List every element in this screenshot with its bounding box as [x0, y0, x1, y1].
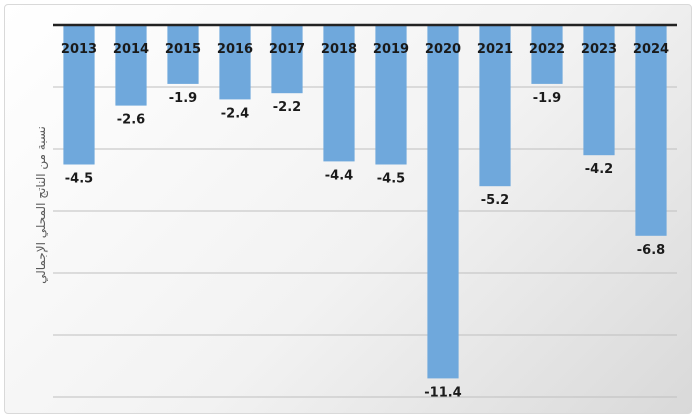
- chart-frame: 2013 -4.5 2014 -2.6 2015 -1.9 2016 -2.4 2017 -2.2…: [4, 4, 692, 414]
- data-label: -4.5: [65, 172, 93, 187]
- x-tick-label: 2017: [269, 42, 305, 57]
- x-tick-label: 2024: [633, 42, 669, 57]
- bar-2015: [167, 25, 199, 84]
- x-tick-label: 2014: [113, 42, 149, 57]
- x-tick-label: 2016: [217, 42, 253, 57]
- bar-2013: [63, 25, 95, 165]
- bar-2017: [271, 25, 303, 94]
- data-label: -2.4: [221, 106, 249, 121]
- x-tick-label: 2022: [529, 42, 565, 57]
- data-label: -1.9: [533, 91, 561, 106]
- bar-2024: [635, 25, 667, 236]
- bar-chart: 2013 -4.5 2014 -2.6 2015 -1.9 2016 -2.4 2017 -2.2…: [53, 23, 677, 400]
- data-label: -5.2: [481, 193, 509, 208]
- x-tick-label: 2021: [477, 42, 513, 57]
- y-axis-label: نسبة من الناتج المحلي الإجمالي: [34, 126, 48, 284]
- data-label: -2.2: [273, 100, 301, 115]
- bar-2018: [323, 25, 355, 162]
- data-label: -4.2: [585, 162, 613, 177]
- bar-2019: [375, 25, 407, 165]
- x-tick-label: 2023: [581, 42, 617, 57]
- data-label: -6.8: [637, 243, 665, 258]
- x-tick-label: 2019: [373, 42, 409, 57]
- bar-2022: [531, 25, 563, 84]
- data-label: -4.5: [377, 172, 405, 187]
- bar-2020: [427, 25, 459, 379]
- x-tick-label: 2018: [321, 42, 357, 57]
- bar-2023: [583, 25, 615, 156]
- bar-2014: [115, 25, 147, 106]
- data-label: -11.4: [424, 385, 461, 400]
- data-label: -4.4: [325, 168, 353, 183]
- data-label: -1.9: [169, 91, 197, 106]
- x-tick-label: 2020: [425, 42, 461, 57]
- data-label: -2.6: [117, 113, 145, 128]
- x-tick-label: 2013: [61, 42, 97, 57]
- x-tick-label: 2015: [165, 42, 201, 57]
- bar-2021: [479, 25, 511, 187]
- bar-2016: [219, 25, 251, 100]
